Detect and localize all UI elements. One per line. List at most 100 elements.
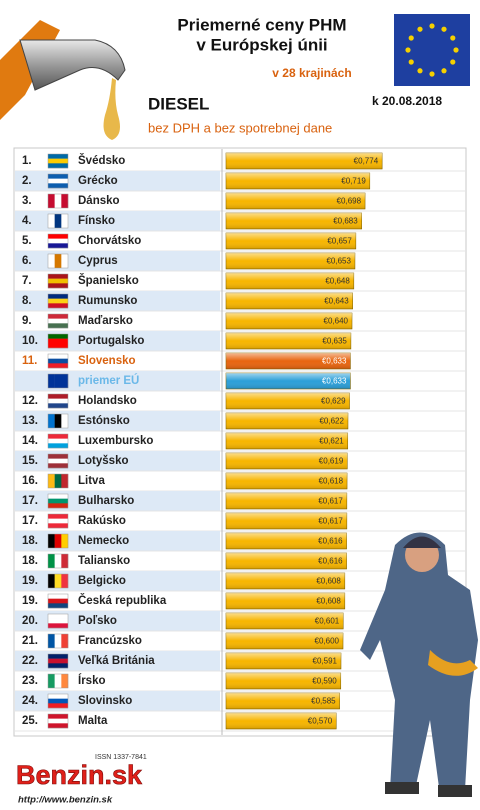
flag-stripe — [54, 194, 62, 208]
flag-stripe — [48, 314, 68, 319]
flag-stripe — [54, 674, 62, 688]
flag-border — [47, 553, 69, 569]
rank: 17. — [22, 515, 38, 527]
country-name: Francúzsko — [78, 635, 142, 647]
flag-stripe — [48, 254, 55, 268]
flag-stripe — [48, 403, 68, 409]
title-line: Priemerné ceny PHM — [177, 15, 346, 34]
rank: 21. — [22, 635, 38, 647]
value-label: €0,774 — [354, 157, 379, 166]
flag-border — [47, 673, 69, 689]
flag-stripe — [48, 574, 55, 588]
flag-stripe — [61, 414, 69, 428]
value-label: €0,629 — [321, 397, 346, 406]
flag-border — [47, 653, 69, 669]
country-name: Chorvátsko — [78, 235, 141, 247]
flag-stripe — [54, 474, 62, 488]
value-label: €0,719 — [341, 177, 366, 186]
row-stripe — [15, 611, 220, 631]
value-label: €0,608 — [316, 577, 341, 586]
flag-star — [405, 47, 411, 53]
flag-border — [47, 693, 69, 709]
country-name: Lotyšsko — [78, 455, 129, 467]
chart-subtitle: bez DPH a bez spotrebnej dane — [148, 120, 332, 135]
flag-star — [417, 68, 423, 74]
country-name: Taliansko — [78, 555, 130, 567]
country-name: Portugalsko — [78, 335, 144, 347]
flag-stripe — [48, 158, 68, 164]
flag-stripe — [48, 154, 68, 159]
rank: 7. — [22, 275, 32, 287]
value-label: €0,617 — [318, 517, 343, 526]
value-label: €0,616 — [318, 557, 343, 566]
rank: 25. — [22, 715, 38, 727]
value-label: €0,591 — [313, 657, 338, 666]
flag-stripe — [61, 634, 69, 648]
flag-star — [417, 26, 423, 32]
flag-stripe — [48, 594, 68, 599]
flag-stripe — [48, 323, 68, 329]
flag-stripe — [61, 374, 69, 388]
country-name: Slovensko — [78, 355, 136, 367]
rank: 4. — [22, 215, 32, 227]
flag-stripe — [48, 438, 68, 444]
value-label: €0,585 — [311, 697, 336, 706]
flag-stripe — [48, 614, 68, 619]
value-label: €0,570 — [308, 717, 333, 726]
value-label: €0,683 — [333, 217, 358, 226]
value-label: €0,635 — [322, 337, 347, 346]
flag-border — [47, 613, 69, 629]
flag-stripe — [48, 443, 68, 449]
value-label: €0,633 — [322, 357, 347, 366]
value-label: €0,617 — [318, 497, 343, 506]
value-label: €0,648 — [325, 277, 350, 286]
value-label: €0,698 — [337, 197, 362, 206]
bar-shine — [226, 593, 345, 609]
flag-border — [47, 373, 69, 389]
bar-shine — [226, 633, 343, 649]
country-name: Švédsko — [78, 154, 125, 167]
flag-stripe — [48, 274, 68, 279]
flag-stripe — [48, 663, 68, 669]
flag-stripe — [48, 343, 68, 349]
flag-stripe — [48, 243, 68, 249]
flag-border — [47, 473, 69, 489]
flag-stripe — [48, 278, 68, 284]
flag-stripe — [48, 194, 55, 208]
flag-stripe — [48, 474, 55, 488]
flag-stripe — [54, 414, 62, 428]
flag-star — [408, 59, 414, 65]
rank: 15. — [22, 455, 38, 467]
flag-border — [47, 353, 69, 369]
rank: 24. — [22, 695, 38, 707]
flag-border — [47, 593, 69, 609]
flag-border — [47, 333, 69, 349]
flag-stripe — [48, 163, 68, 169]
flag-stripe — [48, 534, 55, 548]
rank: 2. — [22, 175, 32, 187]
flag-stripe — [48, 238, 68, 244]
bar-shine — [226, 613, 344, 629]
country-name: Litva — [78, 475, 105, 487]
flag-stripe — [48, 694, 68, 699]
flag-stripe — [48, 354, 68, 359]
flag-border — [47, 533, 69, 549]
flag-border — [47, 173, 69, 189]
value-label: €0,619 — [319, 457, 344, 466]
value-label: €0,600 — [315, 637, 340, 646]
flag-border — [47, 273, 69, 289]
rank: 9. — [22, 315, 32, 327]
bar-shine — [226, 413, 348, 429]
flag-stripe — [54, 534, 62, 548]
flag-border — [47, 233, 69, 249]
bar-shine — [226, 713, 337, 729]
rank: 23. — [22, 675, 38, 687]
flag-stripe — [54, 634, 62, 648]
flag-stripe — [48, 698, 68, 704]
bar-shine — [226, 513, 347, 529]
rank: 10. — [22, 335, 38, 347]
logo: Benzin.sk — [16, 760, 143, 790]
flag-stripe — [48, 178, 68, 184]
rank: 14. — [22, 435, 38, 447]
